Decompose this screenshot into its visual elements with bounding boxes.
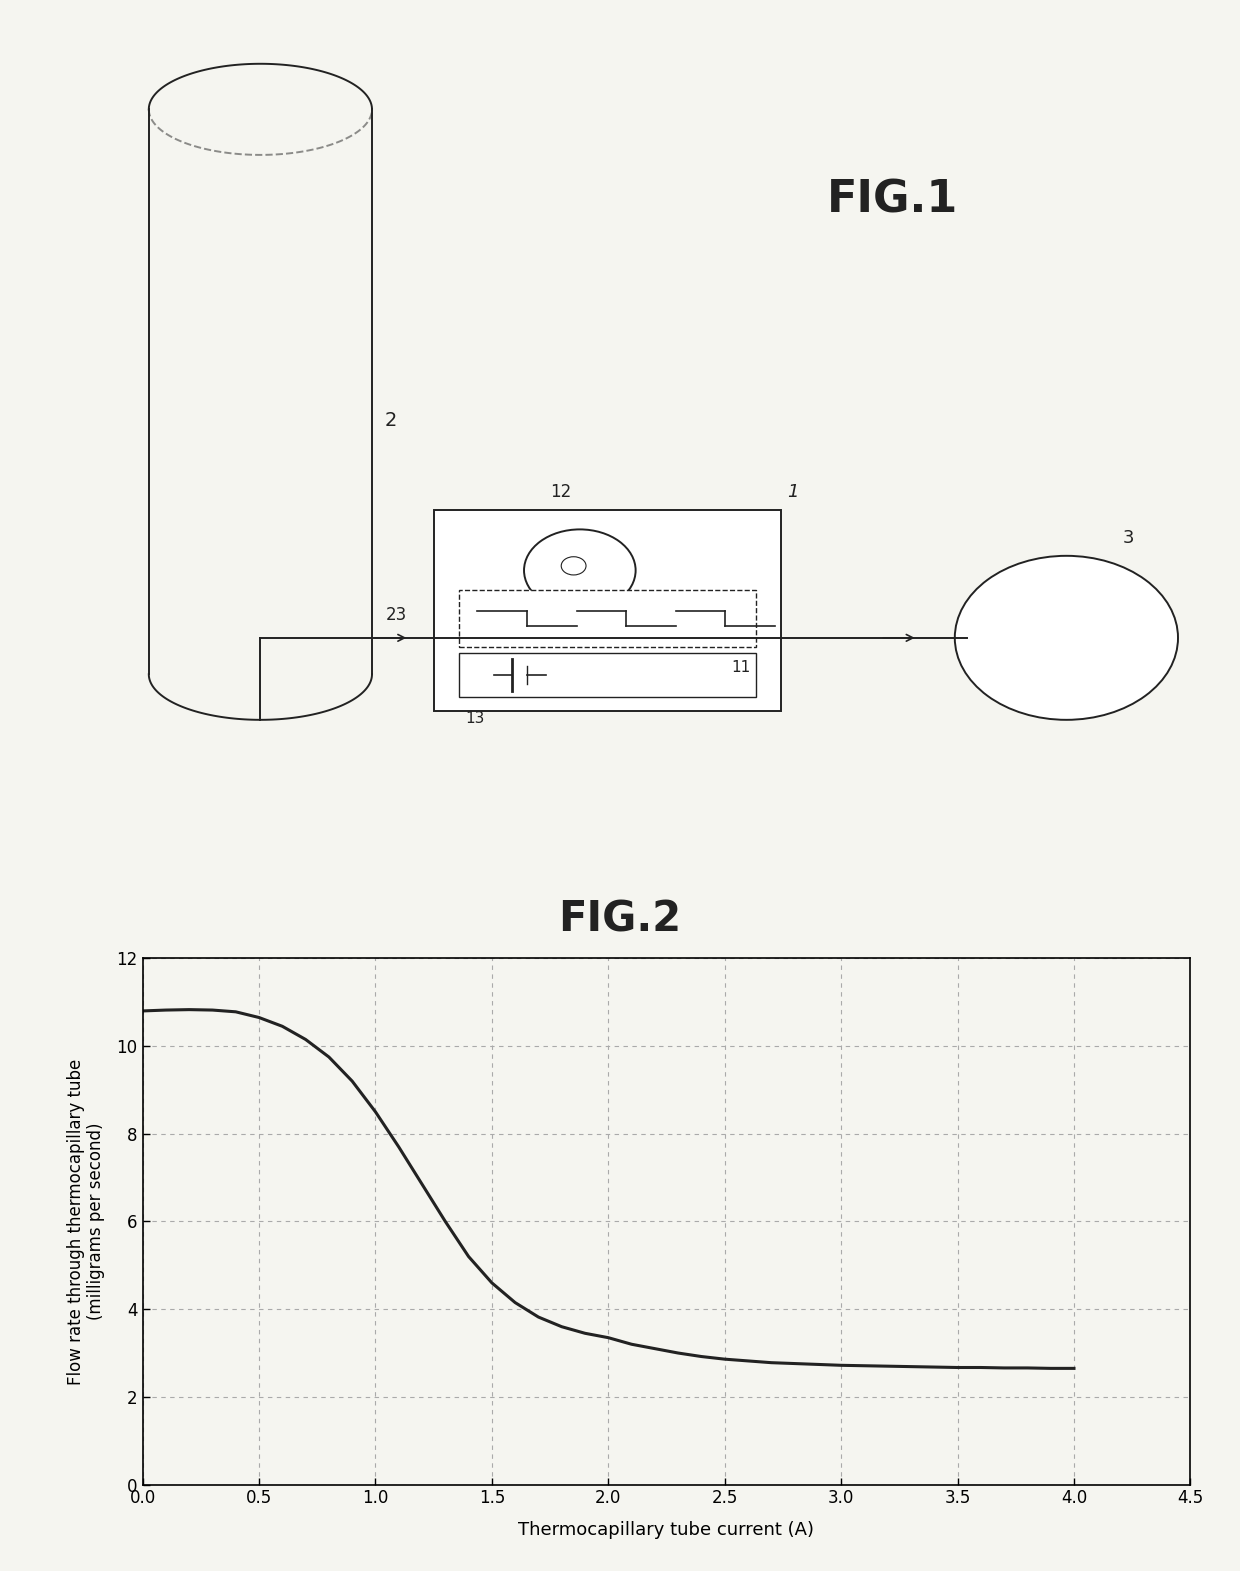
- Text: 1: 1: [787, 484, 799, 501]
- Circle shape: [525, 529, 636, 611]
- Text: FIG.1: FIG.1: [827, 179, 959, 222]
- Bar: [459, 654, 756, 698]
- Bar: [434, 511, 781, 710]
- Bar: [459, 591, 756, 647]
- Y-axis label: Flow rate through thermocapillary tube
(milligrams per second): Flow rate through thermocapillary tube (…: [67, 1059, 105, 1384]
- Text: 12: 12: [551, 484, 572, 501]
- Text: FIG.2: FIG.2: [558, 899, 682, 939]
- Text: 3: 3: [1122, 529, 1133, 547]
- Text: 23: 23: [386, 606, 408, 624]
- Text: 13: 13: [465, 710, 485, 726]
- Text: 11: 11: [730, 660, 750, 676]
- Circle shape: [955, 556, 1178, 720]
- Text: 2: 2: [384, 410, 397, 429]
- X-axis label: Thermocapillary tube current (A): Thermocapillary tube current (A): [518, 1521, 815, 1540]
